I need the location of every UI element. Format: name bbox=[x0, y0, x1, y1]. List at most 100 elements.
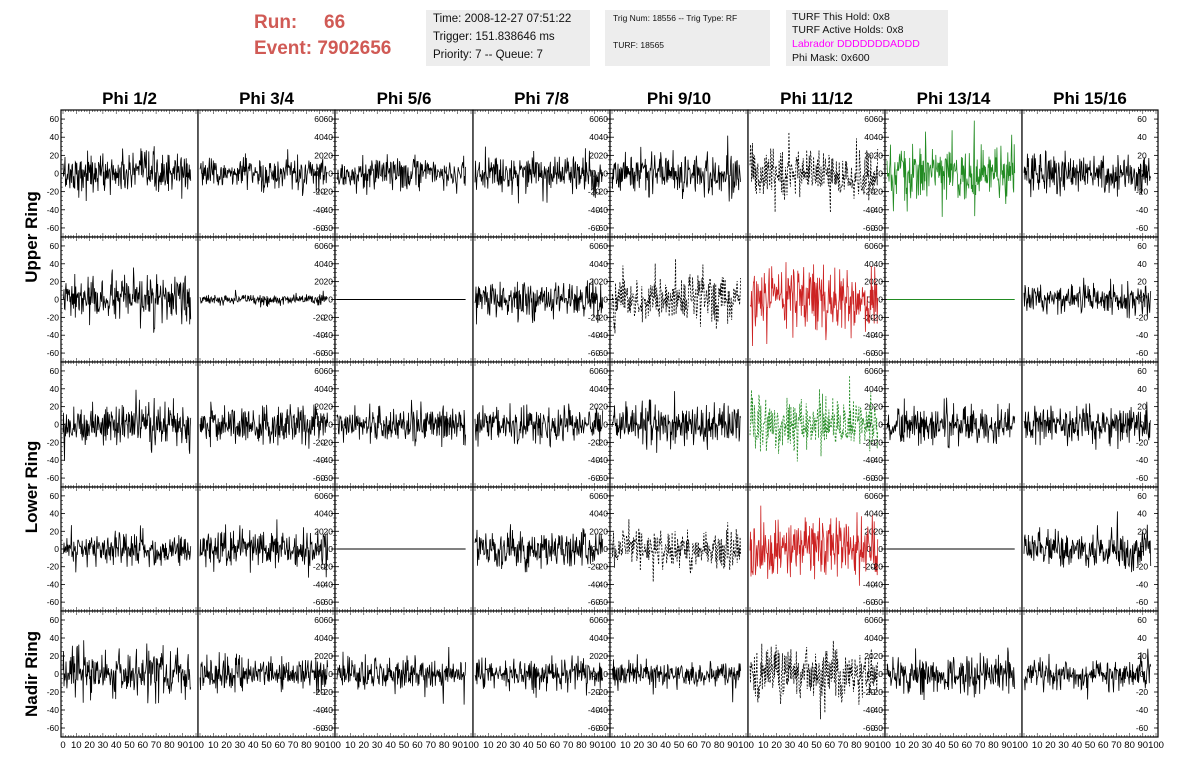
y-tick-label: 60 bbox=[874, 241, 884, 251]
waveform-trace bbox=[474, 403, 604, 448]
y-tick-label: -60 bbox=[871, 473, 884, 483]
y-tick-label: 20 bbox=[1137, 402, 1147, 412]
y-tick-label: 20 bbox=[874, 277, 884, 287]
waveform-trace bbox=[336, 646, 466, 705]
y-tick-label: -40 bbox=[1136, 705, 1149, 715]
y-tick-label: 0 bbox=[54, 169, 59, 179]
x-tick-label: 20 bbox=[84, 740, 95, 751]
x-tick-label: 70 bbox=[975, 740, 986, 751]
waveform-trace bbox=[474, 278, 604, 325]
y-tick-label: 60 bbox=[589, 366, 599, 376]
x-tick-label: 90 bbox=[177, 740, 188, 751]
y-tick-label: -20 bbox=[1136, 437, 1149, 447]
y-tick-label: -20 bbox=[47, 187, 60, 197]
y-tick-label: 20 bbox=[874, 150, 884, 160]
y-tick-label: -40 bbox=[588, 330, 601, 340]
y-tick-label: -60 bbox=[588, 223, 601, 233]
x-tick-label: 40 bbox=[1072, 740, 1083, 751]
y-tick-label: -20 bbox=[588, 437, 601, 447]
y-tick-label: 0 bbox=[328, 544, 333, 554]
waveform-trace bbox=[62, 267, 192, 333]
labrador-status-text: Labrador DDDDDDDADDD bbox=[792, 38, 920, 50]
y-tick-label: -40 bbox=[596, 455, 609, 465]
y-tick-label: -40 bbox=[596, 330, 609, 340]
y-tick-label: 60 bbox=[599, 241, 609, 251]
x-tick-label: 80 bbox=[576, 740, 587, 751]
y-tick-label: -20 bbox=[321, 687, 334, 697]
y-tick-label: -40 bbox=[313, 579, 326, 589]
y-tick-label: -40 bbox=[313, 705, 326, 715]
y-tick-label: -60 bbox=[321, 597, 334, 607]
y-tick-label: 20 bbox=[874, 651, 884, 661]
run-label: Run: bbox=[254, 12, 298, 33]
y-tick-label: 20 bbox=[589, 526, 599, 536]
waveform-trace bbox=[749, 132, 879, 213]
y-tick-label: 40 bbox=[874, 633, 884, 643]
ring-title: Nadir Ring bbox=[22, 631, 41, 717]
y-tick-label: -60 bbox=[1136, 597, 1149, 607]
x-tick-label: 70 bbox=[288, 740, 299, 751]
y-tick-label: 40 bbox=[589, 633, 599, 643]
y-tick-label: -20 bbox=[871, 187, 884, 197]
y-tick-label: -40 bbox=[871, 455, 884, 465]
x-tick-label: 80 bbox=[301, 740, 312, 751]
y-tick-label: 20 bbox=[314, 402, 324, 412]
y-tick-label: 60 bbox=[589, 241, 599, 251]
y-tick-label: -60 bbox=[1136, 223, 1149, 233]
y-tick-label: -20 bbox=[1136, 687, 1149, 697]
y-tick-label: 0 bbox=[867, 420, 872, 430]
waveform-trace bbox=[611, 391, 741, 453]
y-tick-label: -20 bbox=[321, 312, 334, 322]
x-tick-label: 20 bbox=[359, 740, 370, 751]
y-tick-label: -60 bbox=[596, 723, 609, 733]
y-tick-label: 40 bbox=[324, 132, 334, 142]
y-tick-label: -20 bbox=[47, 437, 60, 447]
panel-frame bbox=[747, 610, 886, 738]
y-tick-label: 0 bbox=[54, 420, 59, 430]
y-tick-label: -20 bbox=[596, 687, 609, 697]
x-tick-label: 100 bbox=[463, 740, 479, 751]
y-tick-label: 20 bbox=[864, 402, 874, 412]
y-tick-label: 60 bbox=[874, 114, 884, 124]
y-tick-label: -20 bbox=[596, 437, 609, 447]
x-tick-label: 50 bbox=[399, 740, 410, 751]
x-tick-label: 50 bbox=[811, 740, 822, 751]
waveform-trace bbox=[62, 146, 192, 202]
x-tick-label: 20 bbox=[221, 740, 232, 751]
event-label: Event: bbox=[254, 38, 313, 59]
y-tick-label: -60 bbox=[596, 597, 609, 607]
y-tick-label: -60 bbox=[47, 348, 60, 358]
y-tick-label: -40 bbox=[321, 455, 334, 465]
y-tick-label: -20 bbox=[588, 312, 601, 322]
y-tick-label: -40 bbox=[321, 705, 334, 715]
y-tick-label: -60 bbox=[47, 723, 60, 733]
x-tick-label: 40 bbox=[523, 740, 534, 751]
x-tick-label: 60 bbox=[825, 740, 836, 751]
x-tick-label: 30 bbox=[372, 740, 383, 751]
y-tick-label: 60 bbox=[314, 241, 324, 251]
y-tick-label: 40 bbox=[314, 259, 324, 269]
y-tick-label: 60 bbox=[1137, 114, 1147, 124]
x-tick-label: 50 bbox=[536, 740, 547, 751]
waveform-trace bbox=[62, 389, 192, 461]
y-tick-label: -40 bbox=[47, 330, 60, 340]
x-tick-label: 40 bbox=[798, 740, 809, 751]
y-tick-label: 20 bbox=[864, 526, 874, 536]
y-tick-label: -20 bbox=[313, 437, 326, 447]
y-tick-label: 60 bbox=[874, 366, 884, 376]
x-tick-label: 90 bbox=[452, 740, 463, 751]
y-tick-label: -60 bbox=[588, 597, 601, 607]
y-tick-label: 20 bbox=[314, 651, 324, 661]
y-tick-label: 60 bbox=[314, 366, 324, 376]
y-tick-label: 20 bbox=[864, 277, 874, 287]
y-tick-label: 60 bbox=[50, 615, 60, 625]
